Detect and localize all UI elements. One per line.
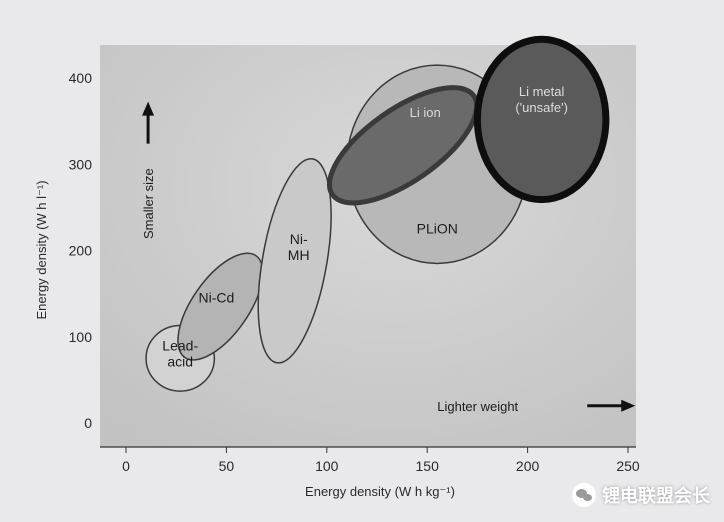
y-axis-label: Energy density (W h l⁻¹) — [34, 180, 49, 319]
x-tick-label: 100 — [315, 458, 339, 474]
x-tick-label: 200 — [516, 458, 540, 474]
x-tick-label: 150 — [416, 458, 440, 474]
region-label-ni-cd: Ni-Cd — [198, 289, 234, 305]
region-ni-cd — [177, 252, 264, 361]
y-tick-label: 0 — [84, 415, 92, 431]
y-tick-label: 100 — [69, 329, 93, 345]
region-li-metal-unsafe — [473, 35, 610, 204]
wechat-icon — [572, 483, 596, 507]
x-tick-label: 250 — [616, 458, 640, 474]
region-ni-mh — [257, 158, 332, 364]
watermark-text: 锂电联盟会长 — [602, 486, 710, 507]
y-tick-label: 400 — [69, 70, 93, 86]
arrow-up-head-icon — [142, 101, 155, 116]
x-tick-label: 50 — [219, 458, 235, 474]
region-label-lead-acid: Lead-acid — [162, 337, 198, 369]
region-li-ion — [326, 85, 480, 206]
annotation-lighter-weight: Lighter weight — [437, 399, 518, 414]
region-label-plion: PLiON — [417, 220, 458, 236]
region-label-li-metal-unsafe: Li metal ('unsafe') — [515, 84, 568, 115]
x-axis-label: Energy density (W h kg⁻¹) — [305, 484, 455, 499]
region-label-ni-mh: Ni-MH — [288, 231, 310, 263]
arrow-right-head-icon — [621, 399, 636, 412]
y-tick-label: 200 — [69, 243, 93, 259]
annotation-smaller-size: Smaller size — [141, 168, 156, 239]
watermark: 锂电联盟会长 — [572, 482, 710, 508]
region-label-li-ion: Li ion — [410, 105, 441, 120]
x-tick-label: 0 — [122, 458, 130, 474]
y-tick-label: 300 — [69, 156, 93, 172]
